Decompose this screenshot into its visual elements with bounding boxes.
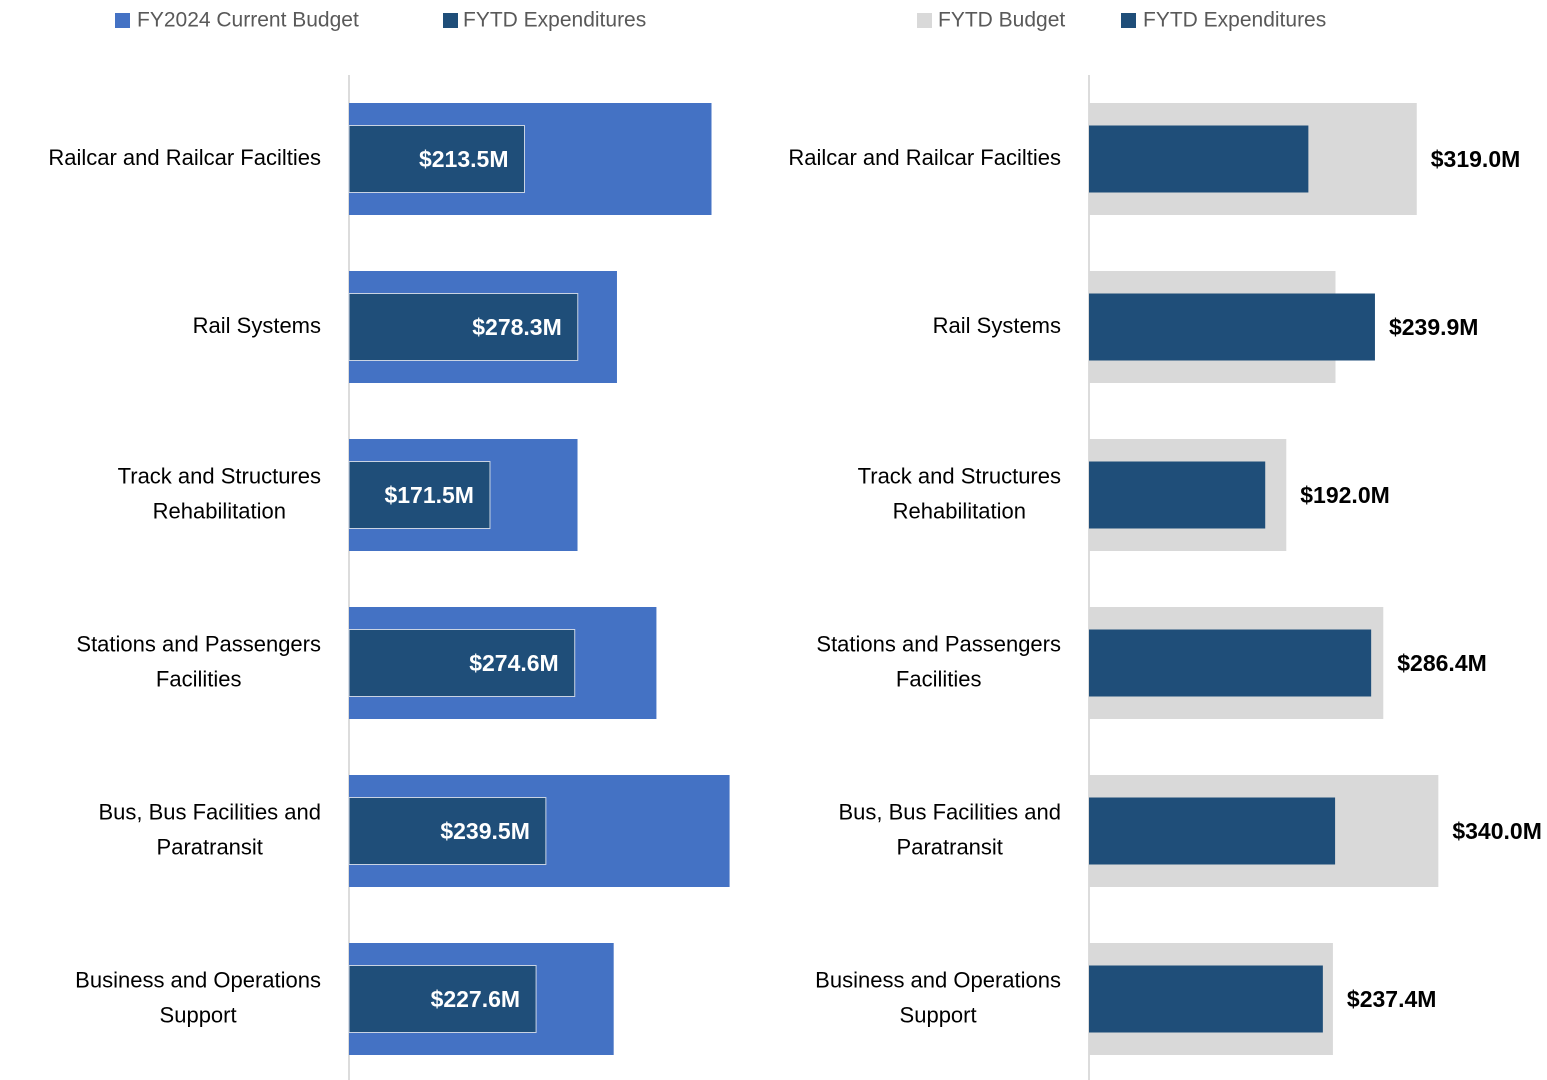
bar <box>348 965 537 1033</box>
bar <box>348 293 579 361</box>
value-label: $213.5M <box>419 146 509 172</box>
category-label: Track and Structures Rehabilitation <box>858 463 1061 523</box>
legend-label: FYTD Budget <box>938 9 1065 32</box>
bar <box>1089 965 1323 1033</box>
value-label: $286.4M <box>1397 650 1487 676</box>
value-label: $340.0M <box>1452 818 1542 844</box>
legend-swatch <box>1121 13 1136 28</box>
bar <box>348 461 491 529</box>
value-label: $192.0M <box>1300 482 1390 508</box>
value-label: $274.6M <box>469 650 559 676</box>
legend-swatch <box>917 13 932 28</box>
bar <box>1089 293 1375 361</box>
category-label: Stations and Passengers Facilities <box>76 631 321 691</box>
value-label: $239.9M <box>1389 314 1479 340</box>
category-label: Bus, Bus Facilities and Paratransit <box>98 799 321 859</box>
legend-swatch <box>443 13 458 28</box>
bar <box>1089 125 1309 193</box>
category-label: Track and Structures Rehabilitation <box>118 463 321 523</box>
legend-swatch <box>115 13 130 28</box>
category-label: Railcar and Railcar Facilties <box>788 145 1061 170</box>
legend-label: FYTD Expenditures <box>1143 9 1326 32</box>
category-label: Bus, Bus Facilities and Paratransit <box>838 799 1061 859</box>
bar <box>348 797 547 865</box>
category-label: Stations and Passengers Facilities <box>816 631 1061 691</box>
value-label: $239.5M <box>440 818 530 844</box>
value-label: $278.3M <box>472 314 562 340</box>
legend-label: FYTD Expenditures <box>463 9 646 32</box>
category-label: Business and Operations Support <box>75 967 321 1027</box>
value-label: $319.0M <box>1431 146 1521 172</box>
category-label: Rail Systems <box>193 313 321 338</box>
bar <box>1089 629 1372 697</box>
bar <box>348 629 576 697</box>
bar <box>348 125 525 193</box>
bar <box>1089 461 1266 529</box>
value-label: $227.6M <box>431 986 521 1012</box>
legend-label: FY2024 Current Budget <box>137 9 359 32</box>
value-label: $237.4M <box>1347 986 1437 1012</box>
bar <box>1089 797 1336 865</box>
category-label: Railcar and Railcar Facilties <box>48 145 321 170</box>
category-label: Rail Systems <box>933 313 1061 338</box>
value-label: $171.5M <box>384 482 474 508</box>
category-label: Business and Operations Support <box>815 967 1061 1027</box>
